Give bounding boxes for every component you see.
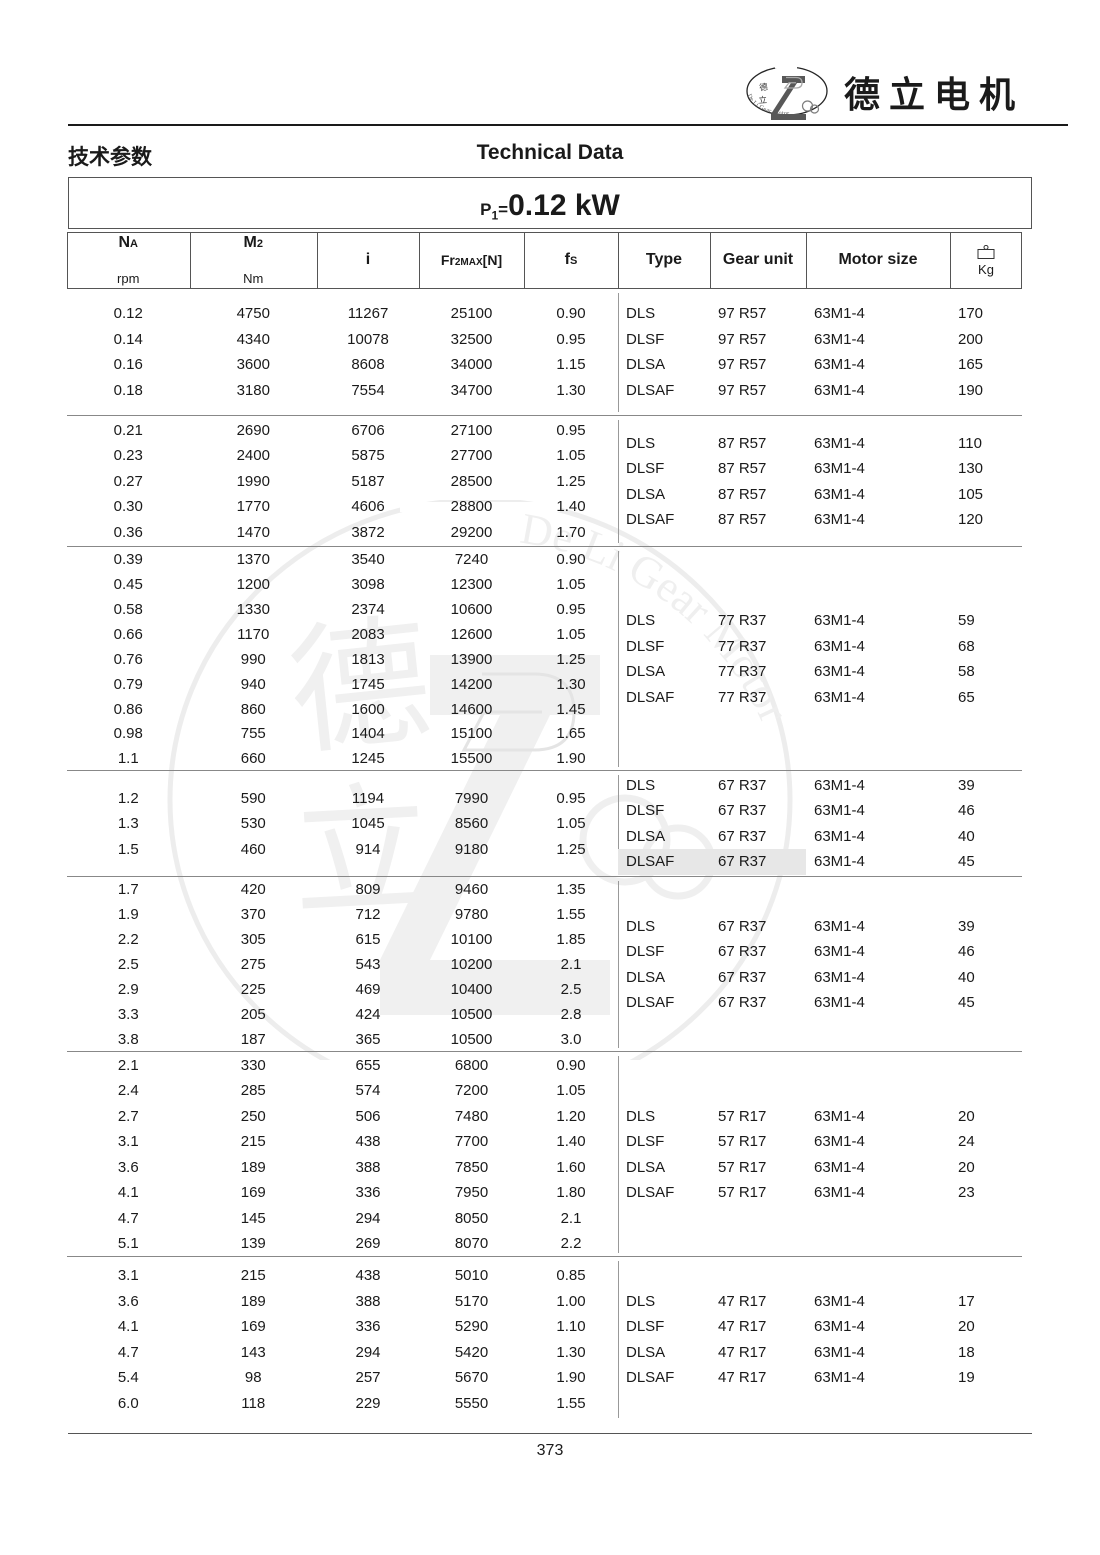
svg-text:德: 德 [759,81,769,92]
